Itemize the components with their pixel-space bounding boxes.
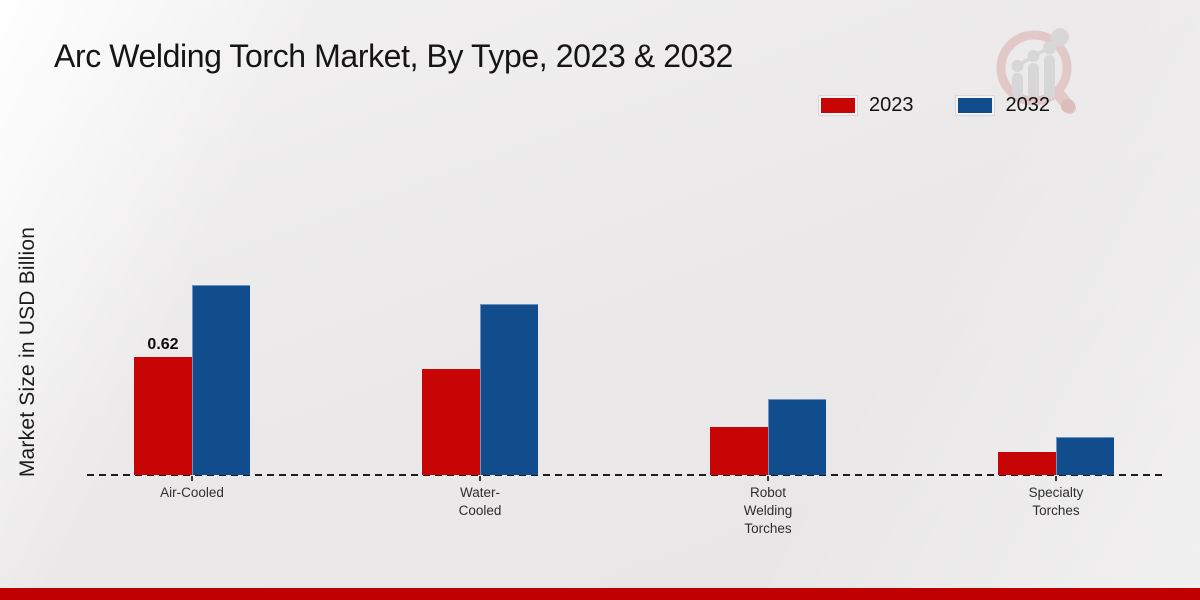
magnifier-bar-chart-logo-icon bbox=[996, 28, 1076, 114]
bar-2032-air-cooled bbox=[192, 285, 250, 475]
bar-2023-water-cooled bbox=[422, 369, 480, 475]
category-label-air-cooled: Air-Cooled bbox=[160, 485, 224, 500]
legend-label-2023: 2023 bbox=[869, 94, 914, 116]
bar-2032-robot-welding-torches bbox=[768, 399, 826, 475]
x-axis-tick bbox=[191, 476, 193, 481]
legend: 2023 2032 bbox=[819, 94, 1050, 117]
chart-title: Arc Welding Torch Market, By Type, 2023 … bbox=[54, 38, 733, 74]
bar-2032-water-cooled bbox=[480, 304, 538, 475]
bar-2023-specialty-torches bbox=[998, 452, 1056, 475]
bar-2023-air-cooled bbox=[134, 357, 192, 475]
bar-2032-specialty-torches bbox=[1056, 437, 1114, 475]
legend-item-2023: 2023 bbox=[819, 94, 914, 117]
legend-label-2032: 2032 bbox=[1005, 94, 1051, 116]
bar-2023-robot-welding-torches bbox=[710, 427, 768, 475]
legend-swatch-2023 bbox=[819, 96, 857, 115]
category-label-specialty-torches: Specialty Torches bbox=[1028, 485, 1084, 518]
x-axis-baseline bbox=[87, 474, 1163, 476]
legend-swatch-2032 bbox=[955, 96, 994, 115]
x-axis-tick bbox=[479, 476, 481, 481]
footer-stripe bbox=[0, 588, 1200, 600]
bar-value-label: 0.62 bbox=[147, 336, 179, 353]
legend-item-2032: 2032 bbox=[955, 94, 1051, 117]
x-axis-tick bbox=[767, 476, 769, 481]
category-label-water-cooled: Water- Cooled bbox=[458, 485, 502, 518]
x-axis-tick bbox=[1055, 476, 1057, 481]
category-label-robot-welding-torches: Robot Welding Torches bbox=[743, 485, 793, 536]
